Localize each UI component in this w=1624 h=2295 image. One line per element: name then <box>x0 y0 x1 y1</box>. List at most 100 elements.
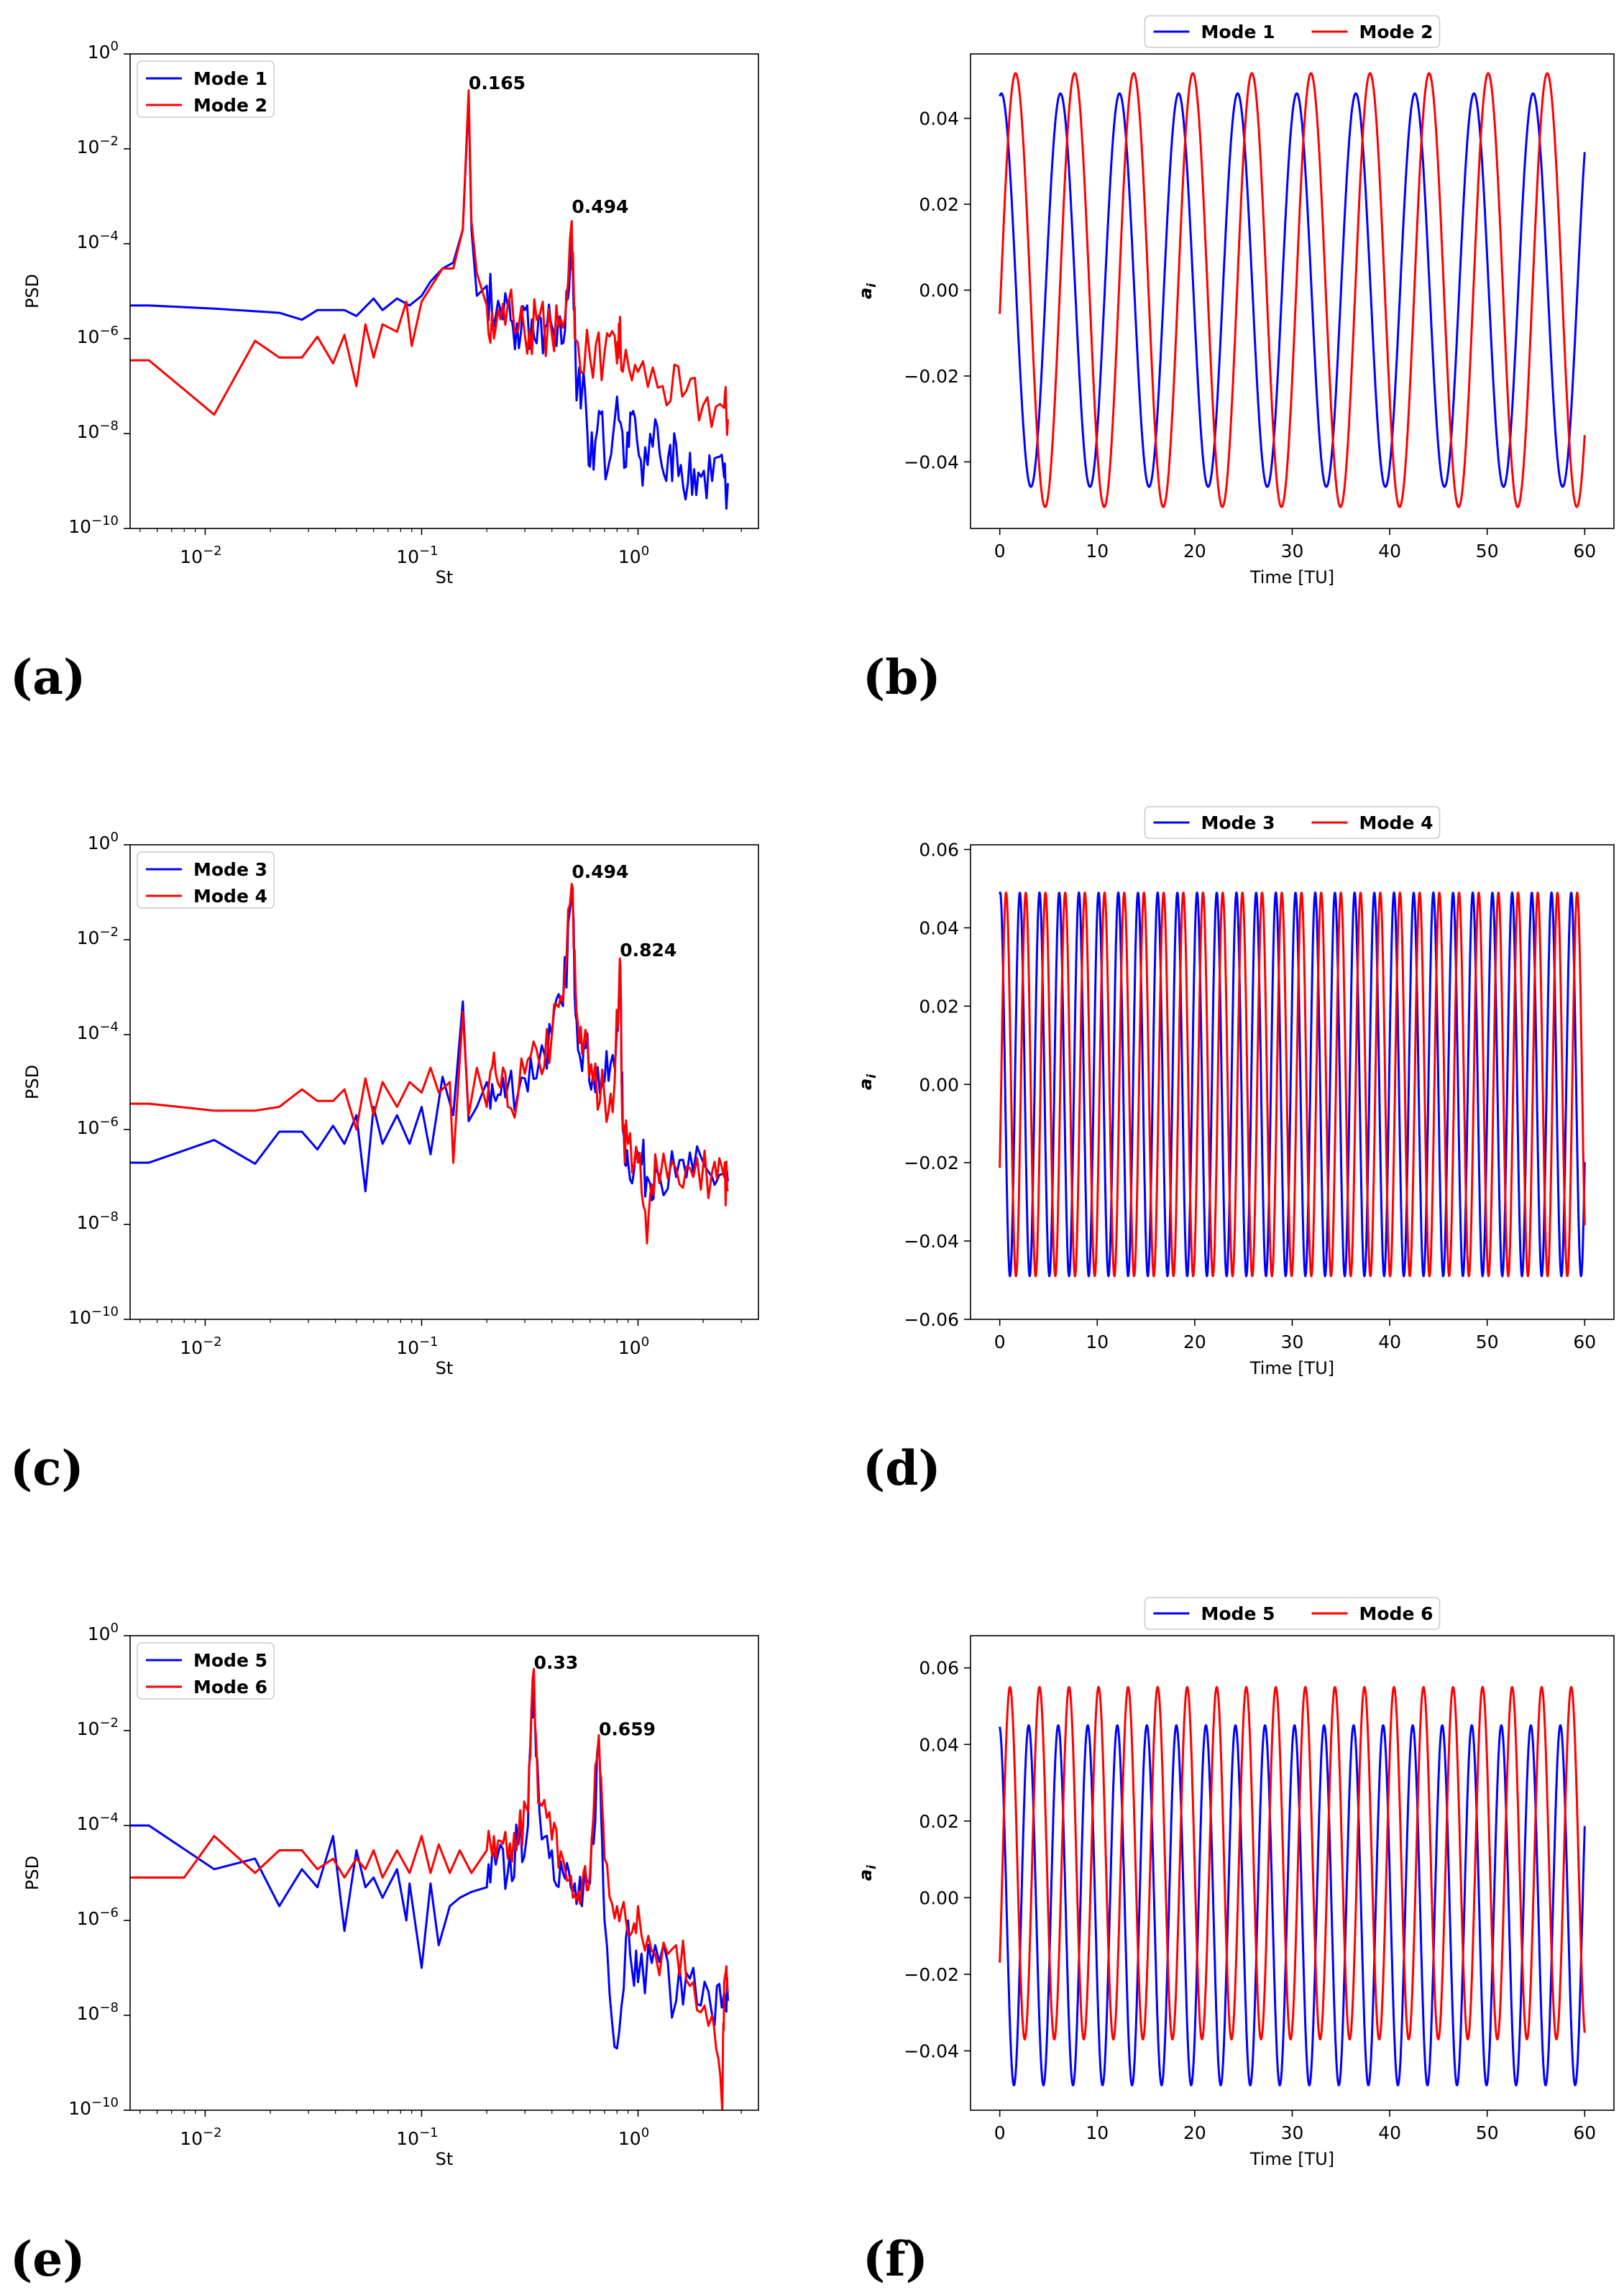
legend-label: Mode 6 <box>1359 1603 1433 1624</box>
peak-annotation: 0.659 <box>599 1718 656 1739</box>
panel-label: (a) <box>10 649 86 705</box>
y-tick-label: 10−4 <box>77 1020 119 1043</box>
legend-label: Mode 3 <box>1201 812 1275 833</box>
x-tick-label: 20 <box>1183 2122 1206 2143</box>
y-tick-label: 10−2 <box>77 925 119 948</box>
x-tick-label: 20 <box>1183 541 1206 562</box>
y-tick-label: 10−2 <box>77 1715 119 1739</box>
x-tick-label: 60 <box>1573 2122 1596 2143</box>
x-axis-label: Time [TU] <box>1249 2149 1334 2169</box>
y-tick-label: 0.02 <box>919 996 959 1017</box>
legend-label: Mode 1 <box>193 68 267 89</box>
series-line-1 <box>999 891 1586 1278</box>
chart-d: 0 10 20 30 40 50 60 0.06 0.04 0.02 0.00 −0.02 −0.04 −… <box>855 806 1615 1378</box>
y-tick-label: 0.02 <box>919 194 959 215</box>
legend-box <box>1144 806 1441 839</box>
series-line-2 <box>999 72 1586 508</box>
series-group <box>130 882 729 1245</box>
series-line-2 <box>999 1685 1586 2040</box>
axes-frame <box>129 1635 759 2111</box>
x-tick-label: 100 <box>618 2125 649 2149</box>
legend-label: Mode 6 <box>193 1677 267 1698</box>
y-tick-label: −0.06 <box>904 1309 959 1330</box>
y-tick-label: 10−4 <box>77 229 119 252</box>
y-tick-label: 10−6 <box>77 1114 119 1138</box>
y-tick-label: 10−4 <box>77 1810 119 1834</box>
x-tick-label: 50 <box>1476 541 1499 562</box>
y-tick-label: 0.04 <box>919 917 959 938</box>
x-tick-label: 30 <box>1281 541 1304 562</box>
y-tick-label: 0.04 <box>919 1734 959 1755</box>
y-axis-label: PSD <box>22 1856 42 1890</box>
legend: Mode 5 Mode 6 <box>1144 1597 1441 1630</box>
series-line-1 <box>999 92 1586 488</box>
y-tick-label: −0.02 <box>904 1153 959 1173</box>
x-tick-label: 10−2 <box>180 544 221 567</box>
peak-annotation: 0.824 <box>620 940 676 961</box>
x-axis-label: Time [TU] <box>1249 567 1334 587</box>
x-tick-label: 10−1 <box>396 2125 438 2149</box>
series-group <box>999 891 1586 1278</box>
series-line-2 <box>130 1667 729 2110</box>
y-tick-label: 10−8 <box>77 1209 119 1233</box>
legend: Mode 1 Mode 2 <box>137 60 275 118</box>
y-axis-label: PSD <box>22 1065 42 1099</box>
x-tick-label: 0 <box>994 1332 1006 1352</box>
y-tick-label: 100 <box>88 39 119 63</box>
x-tick-label: 50 <box>1476 2122 1499 2143</box>
series-line-2 <box>130 89 729 436</box>
legend: Mode 5 Mode 6 <box>137 1642 275 1700</box>
y-tick-label: 0.00 <box>919 280 959 301</box>
x-tick-label: 10−2 <box>180 2125 221 2149</box>
x-axis-label: St <box>436 1358 454 1378</box>
y-tick-label: 0.04 <box>919 109 959 129</box>
legend-box <box>137 60 275 118</box>
legend-label: Mode 4 <box>193 886 267 907</box>
panel-label: (c) <box>10 1440 84 1496</box>
y-tick-label: 10−10 <box>68 513 119 537</box>
panel-label: (b) <box>863 649 941 705</box>
legend-box <box>1144 15 1441 48</box>
y-tick-label: 10−10 <box>68 2095 119 2119</box>
legend: Mode 3 Mode 4 <box>1144 806 1441 839</box>
x-tick-label: 10 <box>1086 1332 1109 1352</box>
x-axis-label: St <box>436 567 454 587</box>
x-tick-label: 50 <box>1476 1332 1499 1352</box>
x-tick-label: 60 <box>1573 1332 1596 1352</box>
legend-label: Mode 1 <box>1201 22 1275 42</box>
x-tick-label: 60 <box>1573 541 1596 562</box>
x-axis-label: St <box>436 2149 454 2169</box>
legend-label: Mode 2 <box>193 95 267 116</box>
y-tick-label: −0.02 <box>904 1964 959 1985</box>
panel-label: (f) <box>863 2231 928 2287</box>
y-tick-label: 10−8 <box>77 2000 119 2024</box>
series-group <box>999 72 1586 508</box>
x-tick-label: 0 <box>994 2122 1006 2143</box>
series-group <box>130 1667 729 2110</box>
series-group <box>999 1685 1586 2086</box>
y-tick-label: 0.02 <box>919 1811 959 1832</box>
legend-label: Mode 2 <box>1359 22 1433 42</box>
legend-label: Mode 5 <box>1201 1603 1275 1624</box>
axes-frame <box>129 53 759 529</box>
y-tick-label: 10−6 <box>77 324 119 347</box>
chart-b: 0 10 20 30 40 50 60 0.04 0.02 0.00 −0.02 −0.04 Time … <box>855 15 1615 587</box>
x-tick-label: 100 <box>618 544 649 567</box>
y-axis-label: ai <box>855 1073 879 1090</box>
x-tick-label: 40 <box>1378 2122 1401 2143</box>
chart-e: 10−2 10−1 100 100 10−2 10−4 10−6 10−8 10−10 St PSD… <box>22 1621 759 2169</box>
y-tick-label: 100 <box>88 830 119 853</box>
y-tick-label: 100 <box>88 1621 119 1644</box>
peak-annotation: 0.165 <box>469 73 526 93</box>
x-tick-label: 20 <box>1183 1332 1206 1352</box>
series-line-1 <box>130 96 729 510</box>
x-tick-label: 40 <box>1378 541 1401 562</box>
legend-label: Mode 4 <box>1359 812 1433 833</box>
x-tick-label: 0 <box>994 541 1006 562</box>
y-tick-label: 10−10 <box>68 1304 119 1328</box>
x-tick-label: 100 <box>618 1334 649 1358</box>
x-tick-label: 10 <box>1086 2122 1109 2143</box>
y-axis-label: PSD <box>22 274 42 308</box>
chart-f: 0 10 20 30 40 50 60 0.06 0.04 0.02 0.00 −0.02 −0.04 T… <box>855 1597 1615 2169</box>
